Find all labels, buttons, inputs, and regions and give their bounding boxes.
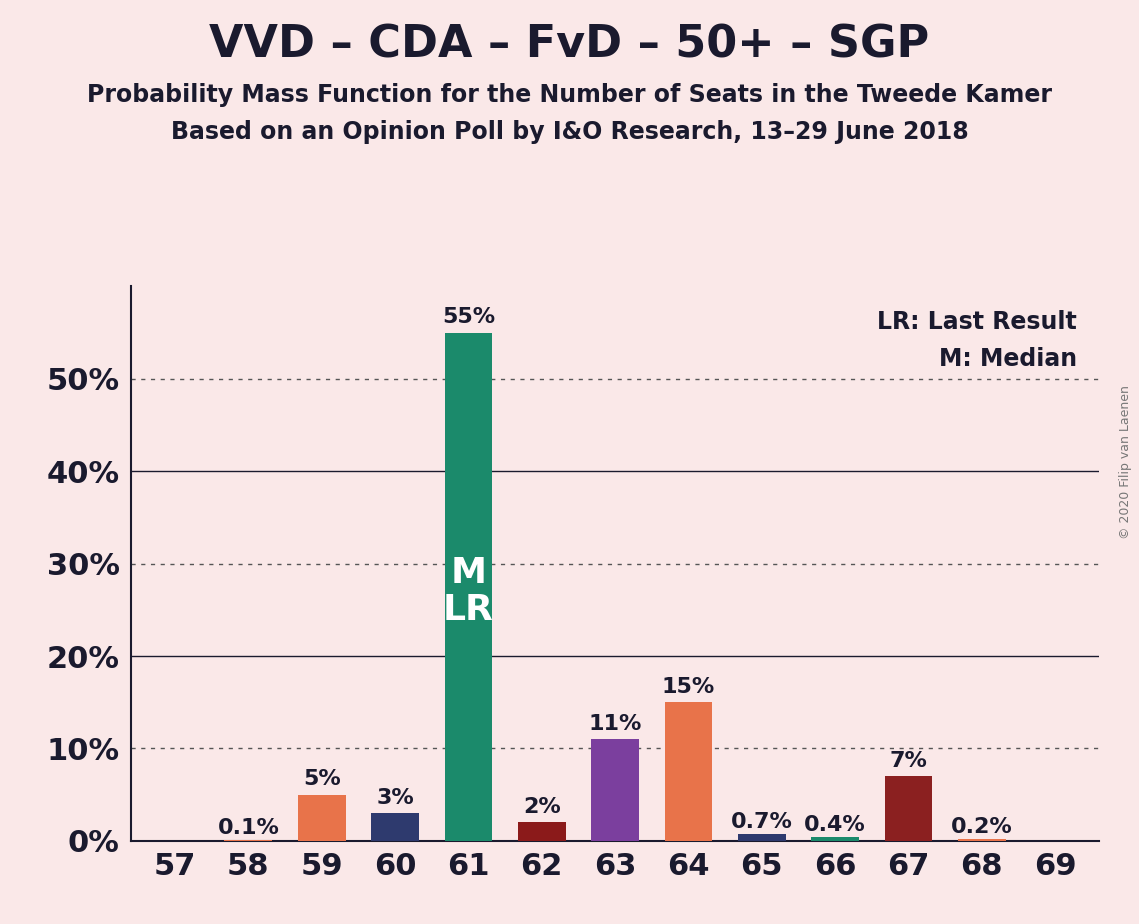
Text: 15%: 15% [662,676,715,697]
Bar [371,813,419,841]
Bar [811,837,859,841]
Text: Probability Mass Function for the Number of Seats in the Tweede Kamer: Probability Mass Function for the Number… [87,83,1052,107]
Text: 7%: 7% [890,750,927,771]
Bar [738,834,786,841]
Text: VVD – CDA – FvD – 50+ – SGP: VVD – CDA – FvD – 50+ – SGP [210,23,929,67]
Text: LR: LR [443,593,494,626]
Bar [444,333,492,841]
Text: Based on an Opinion Poll by I&O Research, 13–29 June 2018: Based on an Opinion Poll by I&O Research… [171,120,968,144]
Bar [297,795,345,841]
Text: 5%: 5% [303,769,341,789]
Bar [224,840,272,841]
Bar [885,776,933,841]
Bar [591,739,639,841]
Bar [664,702,712,841]
Text: 3%: 3% [376,787,413,808]
Text: 11%: 11% [589,713,641,734]
Text: M: M [450,556,486,590]
Text: 0.4%: 0.4% [804,815,866,835]
Text: 55%: 55% [442,307,495,327]
Text: M: Median: M: Median [939,346,1077,371]
Bar [518,822,566,841]
Text: © 2020 Filip van Laenen: © 2020 Filip van Laenen [1118,385,1132,539]
Text: 2%: 2% [523,796,560,817]
Bar [958,839,1006,841]
Text: LR: Last Result: LR: Last Result [877,310,1077,334]
Text: 0.7%: 0.7% [731,812,793,832]
Text: 0.1%: 0.1% [218,818,279,837]
Text: 0.2%: 0.2% [951,817,1013,837]
